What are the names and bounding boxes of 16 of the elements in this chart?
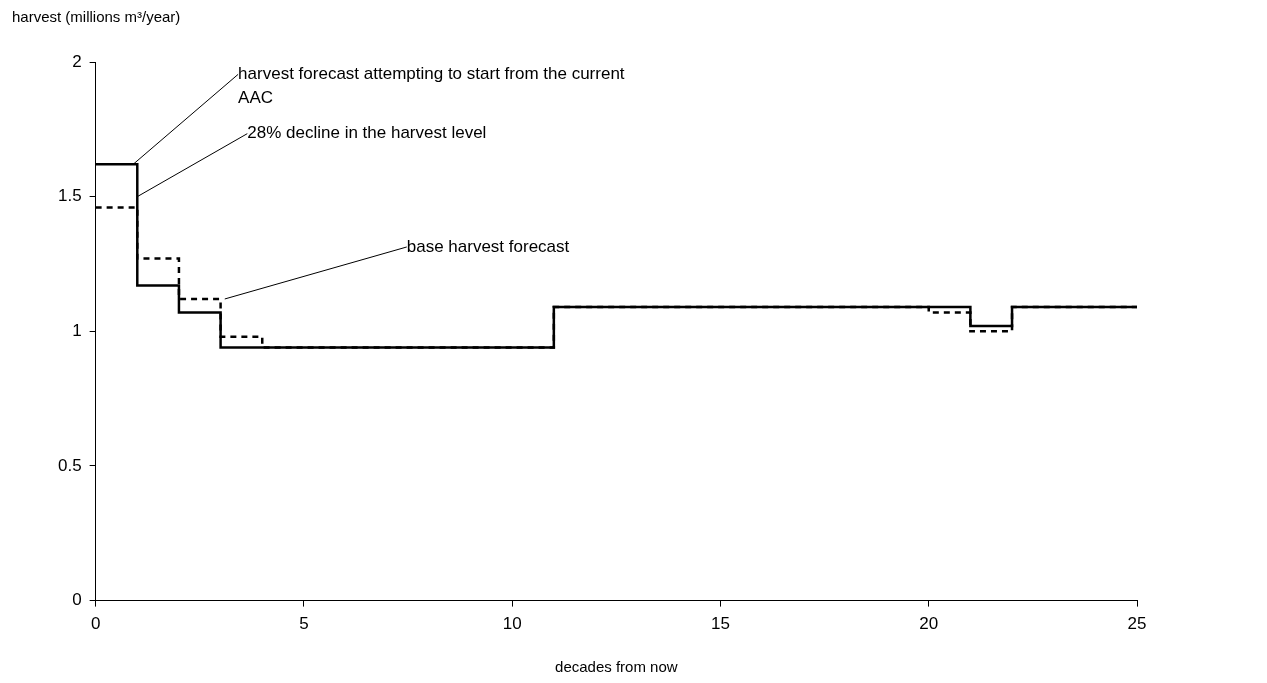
x-tick-label: 0 <box>90 614 101 634</box>
x-tick-label: 10 <box>502 614 522 634</box>
x-tick-label: 5 <box>299 614 309 634</box>
y-tick-label: 0 <box>72 590 82 610</box>
y-tick-label: 1.5 <box>57 186 82 206</box>
annotation: 28% decline in the harvest level <box>247 123 487 143</box>
y-tick-label: 2 <box>72 51 82 71</box>
annotation: base harvest forecast <box>406 236 570 256</box>
y-tick-label: 1 <box>72 320 82 340</box>
x-tick-label: 15 <box>710 614 730 634</box>
y-tick-label: 0.5 <box>57 455 82 475</box>
annotation: harvest forecast attempting to start from the current AAC <box>238 64 625 108</box>
x-tick-label: 25 <box>1127 614 1147 634</box>
x-tick-label: 20 <box>919 614 939 634</box>
y-axis-title: harvest (millions m³/year) <box>12 8 181 26</box>
x-axis-title: decades from now <box>555 658 678 676</box>
